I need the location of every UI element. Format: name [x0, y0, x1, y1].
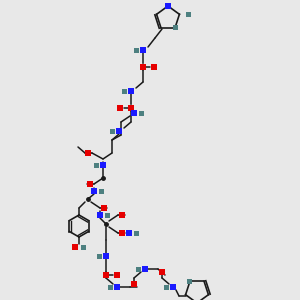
Bar — [164, 284, 169, 290]
Bar — [142, 266, 148, 272]
Bar — [170, 284, 176, 290]
Bar — [114, 272, 120, 278]
Bar — [134, 47, 139, 52]
Bar — [128, 88, 134, 94]
Bar — [131, 281, 137, 287]
Bar — [119, 212, 125, 218]
Bar — [131, 110, 137, 116]
Bar — [85, 150, 91, 156]
Bar — [134, 230, 139, 236]
Bar — [94, 163, 98, 167]
Bar — [188, 279, 192, 284]
Bar — [80, 244, 86, 250]
Bar — [140, 64, 146, 70]
Bar — [140, 47, 146, 53]
Bar — [122, 88, 127, 94]
Bar — [97, 254, 101, 259]
Bar — [104, 212, 110, 217]
Bar — [101, 205, 107, 211]
Bar — [151, 64, 157, 70]
Bar — [116, 128, 122, 134]
Bar — [185, 11, 190, 16]
Bar — [172, 25, 178, 30]
Bar — [117, 105, 123, 111]
Bar — [126, 230, 132, 236]
Bar — [91, 188, 97, 194]
Bar — [139, 110, 143, 116]
Bar — [159, 269, 165, 275]
Bar — [110, 128, 115, 134]
Bar — [100, 162, 106, 168]
Bar — [119, 230, 125, 236]
Bar — [97, 212, 103, 218]
Bar — [107, 284, 112, 290]
Bar — [87, 181, 93, 187]
Bar — [136, 266, 140, 272]
Bar — [103, 253, 109, 259]
Bar — [114, 284, 120, 290]
Bar — [72, 244, 78, 250]
Bar — [128, 105, 134, 111]
Bar — [103, 272, 109, 278]
Bar — [98, 188, 104, 194]
Bar — [165, 3, 171, 9]
